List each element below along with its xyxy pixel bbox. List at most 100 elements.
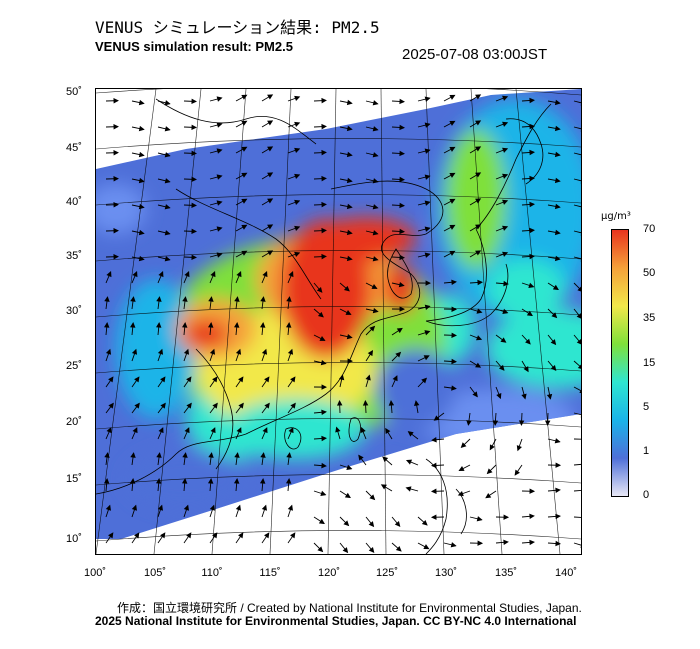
wind-arrow-head bbox=[424, 226, 431, 232]
wind-arrow-head bbox=[407, 431, 414, 437]
wind-arrow-head bbox=[264, 376, 270, 383]
wind-arrow-head bbox=[346, 229, 353, 236]
wind-arrow-head bbox=[529, 123, 535, 130]
wind-arrow-head bbox=[399, 254, 405, 261]
lat-label-25: 25˚ bbox=[66, 360, 82, 372]
wind-arrow-head bbox=[156, 452, 162, 458]
wind-arrow-head bbox=[104, 296, 110, 302]
colorbar-tick-0: 0 bbox=[643, 489, 650, 501]
wind-arrow-head bbox=[261, 348, 268, 355]
wind-arrow-head bbox=[554, 151, 561, 158]
wind-arrow-head bbox=[164, 204, 171, 210]
lon-label-120: 120˚ bbox=[317, 567, 341, 579]
wind-arrow-head bbox=[241, 224, 248, 230]
wind-arrow-head bbox=[105, 504, 111, 511]
wind-arrow-head bbox=[234, 452, 240, 458]
wind-arrow-head bbox=[184, 427, 190, 434]
wind-arrow-head bbox=[103, 478, 110, 484]
wind-arrow-head bbox=[554, 438, 561, 444]
wind-arrow-head bbox=[486, 468, 493, 475]
wind-arrow-head bbox=[181, 478, 188, 484]
wind-arrow-head bbox=[451, 332, 457, 339]
wind-arrow-head bbox=[392, 375, 398, 382]
wind-arrow-head bbox=[108, 402, 114, 409]
wind-arrow-head bbox=[138, 203, 145, 210]
wind-arrow-head bbox=[113, 228, 119, 234]
wind-arrow-head bbox=[134, 532, 140, 539]
wind-arrow-head bbox=[156, 296, 162, 302]
wind-arrow-head bbox=[449, 172, 456, 178]
wind-arrow-head bbox=[423, 544, 430, 550]
wind-arrow-head bbox=[164, 152, 171, 158]
wind-arrow-head bbox=[164, 230, 171, 236]
wind-arrow-head bbox=[502, 199, 509, 205]
wind-arrow-head bbox=[405, 459, 413, 465]
wind-arrow-head bbox=[212, 402, 218, 409]
wind-arrow-head bbox=[529, 175, 535, 182]
wind-arrow-head bbox=[423, 355, 430, 361]
wind-arrow-head bbox=[321, 462, 327, 469]
wind-arrow-head bbox=[294, 95, 301, 101]
wind-arrow-head bbox=[449, 94, 456, 100]
wind-arrow-head bbox=[430, 514, 437, 520]
wind-arrow-head bbox=[372, 178, 379, 184]
wind-arrow-head bbox=[216, 122, 223, 128]
wind-arrow bbox=[573, 542, 581, 546]
wind-arrow-head bbox=[502, 147, 509, 153]
wind-arrow-head bbox=[235, 504, 241, 511]
wind-arrow-head bbox=[138, 255, 145, 262]
wind-arrow-head bbox=[449, 250, 456, 256]
wind-arrow-head bbox=[529, 539, 535, 546]
wind-arrow-head bbox=[551, 312, 558, 319]
wind-arrow-head bbox=[294, 121, 301, 127]
wind-arrow-head bbox=[475, 172, 482, 178]
wind-arrow bbox=[573, 490, 581, 492]
wind-arrow-head bbox=[544, 420, 551, 426]
wind-arrow-head bbox=[321, 175, 327, 182]
wind-arrow-head bbox=[347, 358, 354, 364]
wind-arrow-head bbox=[138, 99, 145, 106]
wind-arrow-head bbox=[131, 504, 137, 511]
wind-arrow-head bbox=[367, 350, 374, 357]
wind-arrow-head bbox=[577, 364, 581, 369]
wind-arrow-head bbox=[394, 521, 401, 527]
lon-label-140: 140˚ bbox=[554, 567, 578, 579]
wind-arrow-head bbox=[138, 125, 145, 132]
wind-arrow-head bbox=[550, 339, 557, 346]
wind-arrow-head bbox=[267, 94, 274, 100]
wind-arrow-head bbox=[358, 454, 364, 461]
wind-arrow-head bbox=[191, 150, 197, 157]
wind-arrow-head bbox=[113, 202, 119, 208]
wind-arrow-head bbox=[321, 253, 327, 260]
wind-arrow-head bbox=[182, 452, 188, 458]
wind-arrow-head bbox=[399, 202, 405, 209]
wind-arrow-head bbox=[191, 228, 197, 235]
wind-arrow-head bbox=[451, 306, 458, 312]
wind-arrow bbox=[573, 126, 581, 130]
wind-arrow-head bbox=[321, 123, 327, 130]
wind-arrow-head bbox=[476, 516, 483, 522]
wind-arrow-head bbox=[388, 400, 395, 406]
wind-arrow-head bbox=[477, 279, 483, 286]
wind-arrow-head bbox=[577, 286, 581, 292]
wind-arrow bbox=[573, 204, 581, 208]
wind-arrow-head bbox=[138, 151, 145, 158]
wind-arrow-head bbox=[399, 98, 405, 105]
wind-arrow-head bbox=[372, 152, 379, 158]
lon-label-125: 125˚ bbox=[375, 567, 399, 579]
wind-arrow-head bbox=[346, 255, 353, 262]
wind-arrow-head bbox=[372, 126, 379, 132]
wind-arrow-head bbox=[210, 271, 216, 278]
wind-arrow-head bbox=[294, 147, 301, 153]
wind-arrow-head bbox=[503, 514, 510, 520]
lon-label-115: 115˚ bbox=[259, 567, 281, 579]
wind-arrow-head bbox=[164, 256, 171, 262]
wind-arrow-head bbox=[267, 120, 274, 126]
wind-arrow-head bbox=[399, 124, 405, 131]
wind-arrow-head bbox=[260, 296, 266, 302]
wind-arrow-head bbox=[372, 100, 379, 106]
wind-arrow-head bbox=[216, 148, 223, 154]
wind-arrow-head bbox=[477, 540, 484, 546]
wind-arrow-head bbox=[267, 224, 274, 230]
wind-arrow-head bbox=[346, 203, 353, 210]
